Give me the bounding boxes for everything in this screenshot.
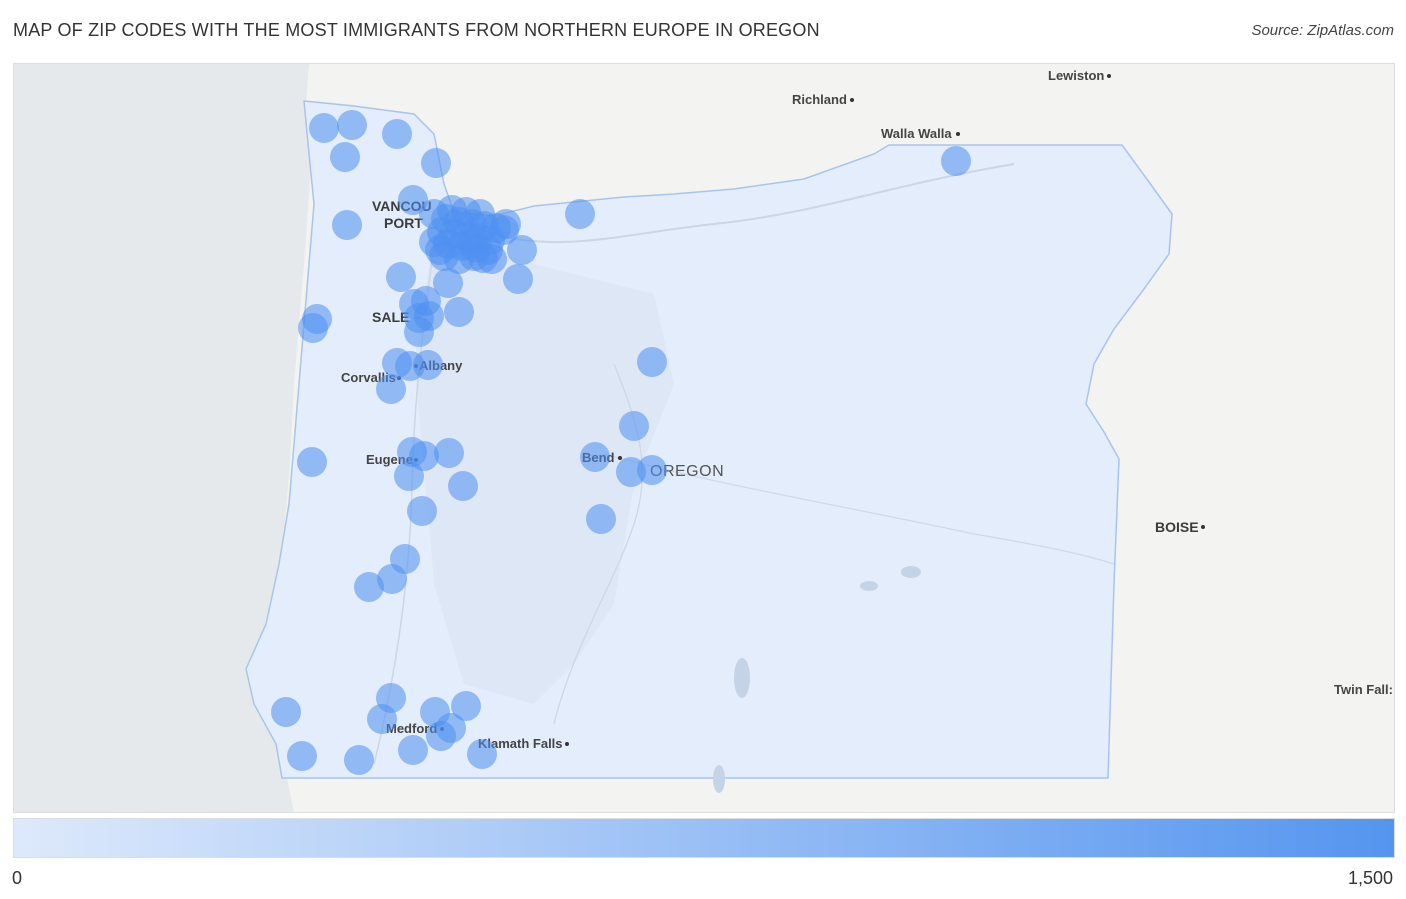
- zip-bubble[interactable]: [580, 442, 610, 472]
- source-credit: Source: ZipAtlas.com: [1251, 22, 1394, 39]
- map-svg: Lewiston Richland Walla Walla VANCOU POR…: [14, 64, 1393, 812]
- zip-bubble[interactable]: [448, 471, 478, 501]
- zip-bubble[interactable]: [386, 262, 416, 292]
- zip-bubble[interactable]: [377, 564, 407, 594]
- cascade-shade: [414, 234, 674, 704]
- ocean-area: [14, 64, 312, 812]
- zip-bubble[interactable]: [367, 704, 397, 734]
- city-label: Walla Walla: [881, 126, 952, 141]
- city-label: Lewiston: [1048, 68, 1104, 83]
- city-label: SALE: [372, 309, 409, 325]
- zip-bubble[interactable]: [413, 350, 443, 380]
- zip-bubble[interactable]: [330, 142, 360, 172]
- zip-bubble[interactable]: [489, 215, 519, 245]
- zip-bubble[interactable]: [382, 119, 412, 149]
- zip-bubble[interactable]: [637, 347, 667, 377]
- zip-bubble[interactable]: [287, 741, 317, 771]
- zip-bubble[interactable]: [404, 317, 434, 347]
- legend-color-scale: [13, 818, 1395, 858]
- zip-bubble[interactable]: [376, 374, 406, 404]
- zip-bubble[interactable]: [344, 745, 374, 775]
- zip-bubble[interactable]: [407, 496, 437, 526]
- zip-bubble[interactable]: [619, 411, 649, 441]
- zip-bubble[interactable]: [297, 447, 327, 477]
- zip-bubble[interactable]: [426, 721, 456, 751]
- state-label: OREGON: [650, 463, 724, 480]
- city-label: PORT: [384, 215, 423, 231]
- zip-bubble[interactable]: [467, 739, 497, 769]
- city-label: Klamath Falls: [478, 736, 563, 751]
- zip-bubble[interactable]: [354, 572, 384, 602]
- zip-bubble[interactable]: [507, 235, 537, 265]
- map-canvas[interactable]: Lewiston Richland Walla Walla VANCOU POR…: [13, 63, 1395, 813]
- zip-bubble[interactable]: [586, 504, 616, 534]
- legend-min-label: 0: [12, 868, 23, 888]
- city-label: Medford: [386, 721, 437, 736]
- zip-bubble[interactable]: [434, 438, 464, 468]
- zip-bubble[interactable]: [394, 461, 424, 491]
- zip-bubble[interactable]: [309, 113, 339, 143]
- map-title: MAP OF ZIP CODES WITH THE MOST IMMIGRANT…: [13, 20, 820, 40]
- zip-bubble[interactable]: [421, 148, 451, 178]
- zip-bubble[interactable]: [565, 199, 595, 229]
- zip-bubble[interactable]: [637, 455, 667, 485]
- bubble-layer: [271, 110, 971, 775]
- zip-bubble[interactable]: [332, 210, 362, 240]
- zip-bubble[interactable]: [298, 313, 328, 343]
- zip-bubble[interactable]: [468, 243, 498, 273]
- zip-bubble[interactable]: [941, 146, 971, 176]
- city-label: Twin Fall:: [1334, 682, 1393, 697]
- zip-bubble[interactable]: [271, 697, 301, 727]
- zip-bubble[interactable]: [465, 199, 495, 229]
- legend-max-label: 1,500: [1347, 868, 1393, 888]
- zip-bubble[interactable]: [503, 264, 533, 294]
- city-label: Richland: [792, 92, 847, 107]
- zip-bubble[interactable]: [433, 268, 463, 298]
- zip-bubble[interactable]: [398, 735, 428, 765]
- zip-bubble[interactable]: [444, 297, 474, 327]
- zip-bubble[interactable]: [337, 110, 367, 140]
- zip-bubble[interactable]: [425, 235, 455, 265]
- city-label: BOISE: [1155, 519, 1199, 535]
- zip-bubble[interactable]: [451, 691, 481, 721]
